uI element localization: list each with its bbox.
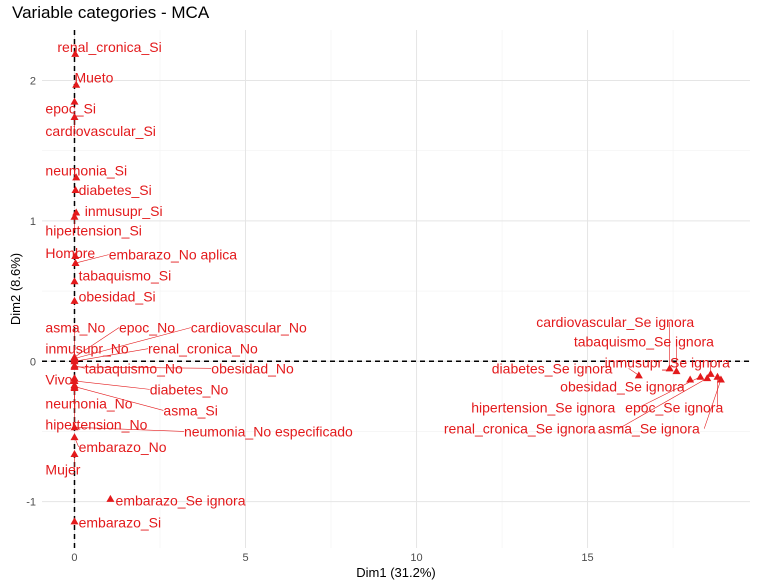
x-tick-label: 0 (71, 552, 77, 564)
point-marker (71, 49, 80, 57)
point-marker (70, 362, 79, 370)
point-label: Hombre (45, 245, 95, 261)
label-leader-line (74, 348, 149, 362)
point-label: embarazo_No aplica (109, 247, 238, 263)
point-marker (70, 383, 79, 391)
x-tick-label: 15 (581, 552, 593, 564)
label-leader-line (618, 377, 708, 429)
point-marker (71, 186, 80, 194)
point-marker (70, 113, 79, 121)
point-marker (634, 371, 643, 379)
point-label: inmusupr_Se ignora (605, 355, 731, 371)
label-leader-line (74, 366, 212, 369)
point-label: tabaquismo_No (85, 360, 183, 376)
point-marker (716, 375, 725, 383)
point-marker (703, 374, 712, 382)
point-label: embarazo_Si (79, 515, 162, 531)
point-marker (686, 375, 695, 383)
point-marker (70, 517, 79, 525)
y-axis-title: Dim2 (8.6%) (8, 253, 23, 325)
point-marker (72, 80, 81, 88)
point-label: neumonia_No (45, 395, 132, 411)
point-label: epoc_Se ignora (625, 400, 723, 416)
chart-title: Variable categories - MCA (12, 3, 210, 22)
point-label: diabetes_Se ignora (492, 360, 613, 376)
point-label: diabetes_Si (79, 182, 152, 198)
y-tick-label: -1 (26, 497, 36, 509)
point-label: tabaquismo_Si (79, 268, 172, 284)
point-label: inmusupr_No (45, 341, 128, 357)
label-leader-line (74, 426, 184, 432)
point-marker (70, 376, 79, 384)
label-leader-line (74, 386, 164, 411)
point-label: Vivo (45, 372, 72, 388)
y-tick-label: 0 (30, 356, 36, 368)
point-marker (70, 357, 79, 365)
label-leader-line (74, 380, 150, 390)
point-marker (70, 97, 79, 105)
point-label: cardiovascular_No (191, 320, 307, 336)
point-marker (713, 372, 722, 380)
point-marker (665, 364, 674, 372)
point-label: hipertension_Si (45, 223, 142, 239)
point-label: cardiovascular_Se ignora (536, 314, 694, 330)
point-marker (70, 433, 79, 441)
point-label: embarazo_Se ignora (116, 492, 246, 508)
point-label: renal_cronica_No (148, 341, 258, 357)
point-label: inmusupr_Si (85, 203, 163, 219)
point-marker (71, 259, 80, 267)
point-label: asma_Se ignora (598, 421, 700, 437)
point-marker (696, 372, 705, 380)
point-marker (71, 252, 80, 260)
point-label: asma_No (45, 320, 105, 336)
point-marker (72, 208, 81, 216)
point-marker (70, 212, 79, 220)
point-label: hipertension_Se ignora (471, 400, 615, 416)
point-label: renal_cronica_Se ignora (444, 421, 596, 437)
point-marker (706, 369, 715, 377)
point-label: Mueto (74, 70, 113, 86)
point-marker (70, 423, 79, 431)
point-label: renal_cronica_Si (57, 39, 161, 55)
x-tick-label: 10 (410, 552, 422, 564)
point-label: neumonia_No especificado (184, 423, 353, 439)
label-leader-line (74, 327, 120, 358)
point-label: diabetes_No (150, 381, 229, 397)
point-label: obesidad_No (211, 360, 294, 376)
point-label: epoc_Si (45, 101, 96, 117)
label-leader-line (628, 368, 640, 376)
point-label: asma_Si (163, 402, 217, 418)
point-marker (106, 494, 115, 502)
point-marker (70, 449, 79, 457)
point-marker (72, 173, 81, 181)
point-label: tabaquismo_Se ignora (574, 334, 714, 350)
label-leader-line (74, 327, 191, 359)
point-label: obesidad_Si (79, 289, 156, 305)
point-label: obesidad_Se ignora (560, 379, 685, 395)
point-label: cardiovascular_Si (45, 123, 156, 139)
point-label: epoc_No (119, 320, 175, 336)
point-marker (672, 367, 681, 375)
point-marker (70, 296, 79, 304)
label-leader-line (703, 379, 722, 429)
x-axis-title: Dim1 (31.2%) (356, 565, 435, 580)
point-marker (70, 277, 79, 285)
point-label: Mujer (45, 461, 80, 477)
point-label: neumonia_Si (45, 162, 127, 178)
point-label: hipertension_No (45, 416, 147, 432)
y-tick-label: 2 (30, 76, 36, 88)
point-label: embarazo_No (79, 439, 167, 455)
y-tick-label: 1 (30, 216, 36, 228)
x-tick-label: 5 (242, 552, 248, 564)
label-leader-line (75, 254, 109, 264)
